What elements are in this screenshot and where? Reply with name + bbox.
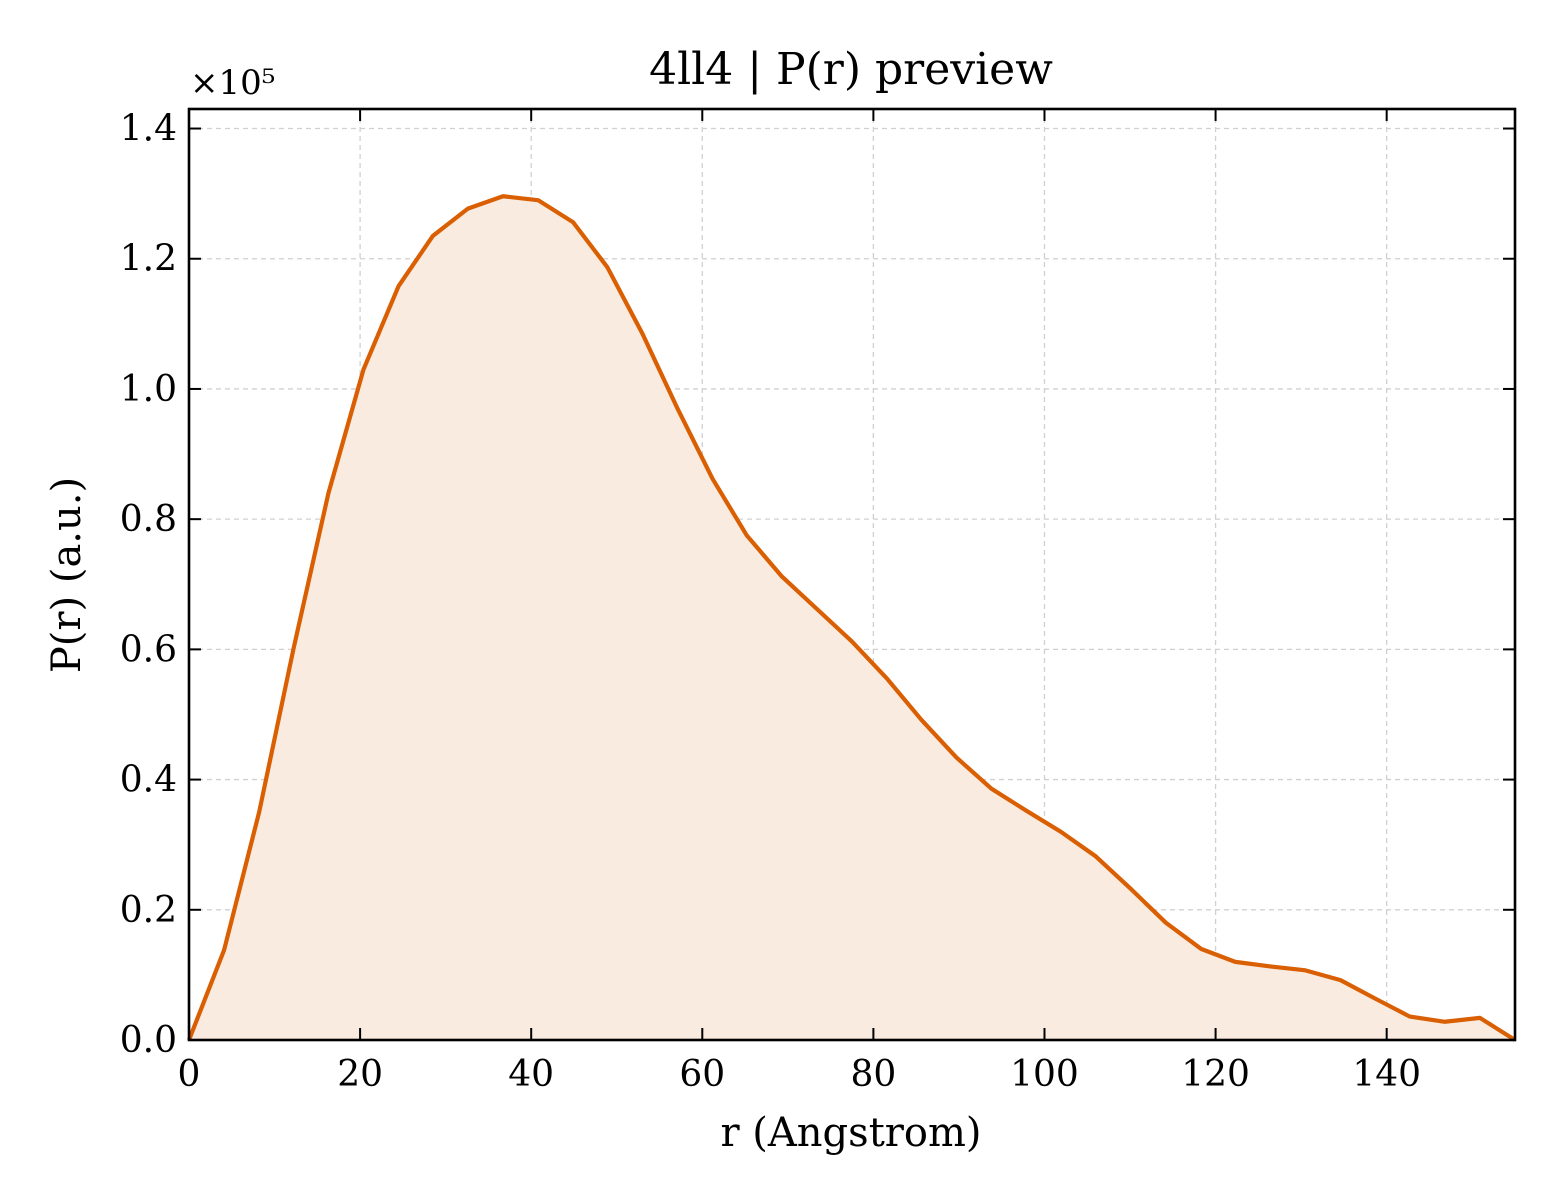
x-tick-label: 20 xyxy=(337,1054,383,1095)
y-tick-label: 0.8 xyxy=(120,499,177,540)
x-tick-label: 100 xyxy=(1010,1054,1079,1095)
y-tick-label: 1.2 xyxy=(120,239,177,280)
area-fill xyxy=(189,196,1515,1041)
x-tick-label: 120 xyxy=(1181,1054,1250,1095)
y-tick-label: 1.0 xyxy=(120,369,177,410)
x-axis-label: r (Angstrom) xyxy=(720,1110,981,1156)
y-tick-label: 1.4 xyxy=(120,109,177,150)
y-offset-label: ×10⁵ xyxy=(190,63,275,103)
y-tick-label: 0.6 xyxy=(120,629,177,670)
axis-ticks: 0 20 40 60 80 100 120 140 0.0 0.2 0.4 0.6 0.8 1.0 1.2 1… xyxy=(120,109,1515,1095)
chart-title: 4ll4 | P(r) preview xyxy=(649,44,1053,95)
x-tick-label: 40 xyxy=(508,1054,554,1095)
plot-frame xyxy=(187,107,1517,1042)
x-tick-label: 140 xyxy=(1352,1054,1421,1095)
x-tick-label: 60 xyxy=(679,1054,725,1095)
y-tick-label: 0.0 xyxy=(120,1020,177,1061)
x-tick-label: 0 xyxy=(178,1054,201,1095)
series-line xyxy=(187,194,1517,1042)
y-tick-label: 0.2 xyxy=(120,890,177,931)
y-tick-label: 0.4 xyxy=(120,760,177,801)
x-tick-label: 80 xyxy=(850,1054,896,1095)
y-axis-label: P(r) (a.u.) xyxy=(44,477,90,673)
